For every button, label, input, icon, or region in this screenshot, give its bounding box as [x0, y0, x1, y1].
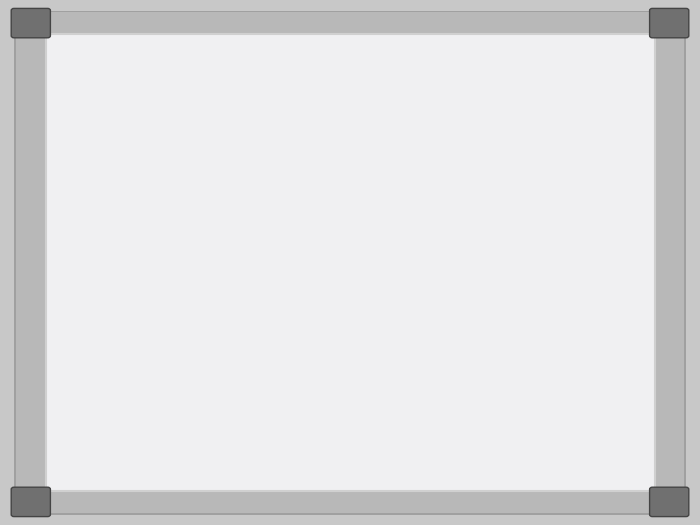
Text: $\mathit{Cr(NO_3)_x}$: $\mathit{Cr(NO_3)_x}$ — [100, 192, 235, 224]
Text: $\mathit{Zn(OH)_2}$: $\mathit{Zn(OH)_2}$ — [100, 100, 225, 133]
Text: .: . — [289, 191, 295, 209]
Text: $\mathit{insoluble}$: $\mathit{insoluble}$ — [289, 103, 414, 131]
